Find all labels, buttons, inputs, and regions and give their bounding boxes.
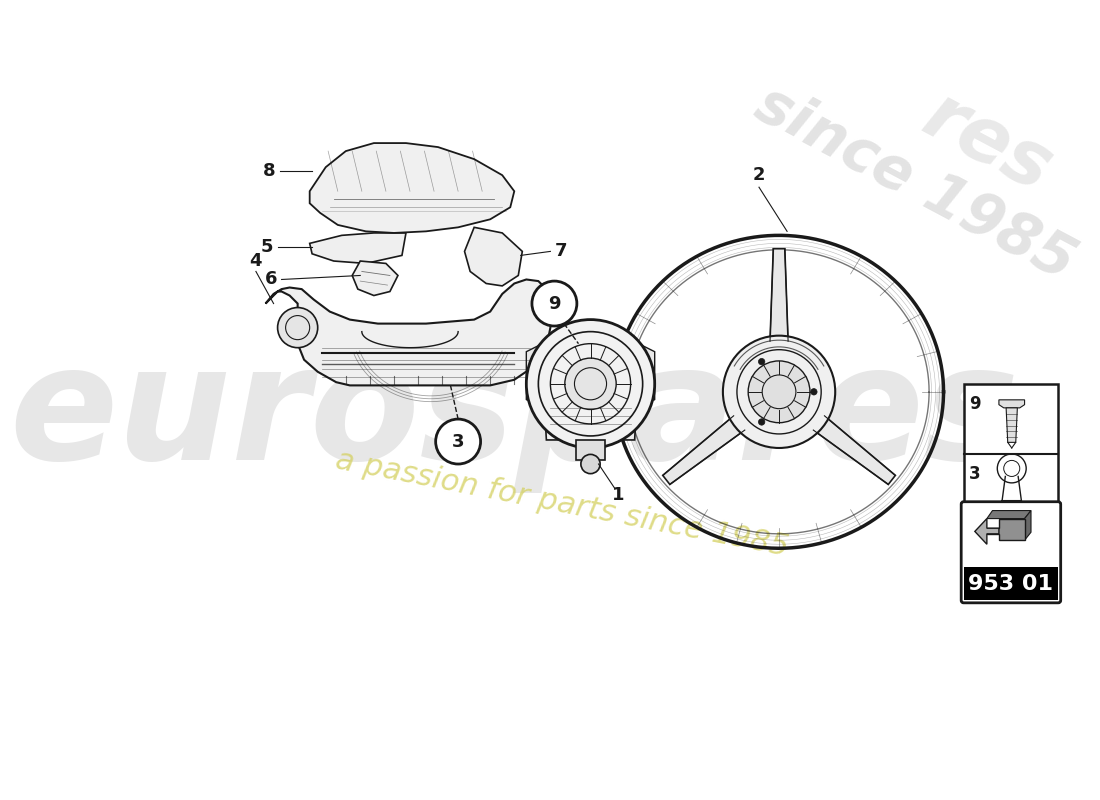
Circle shape bbox=[277, 307, 318, 348]
Text: res: res bbox=[911, 78, 1065, 207]
Circle shape bbox=[811, 389, 817, 395]
Circle shape bbox=[758, 418, 764, 425]
Polygon shape bbox=[987, 510, 1031, 518]
Polygon shape bbox=[663, 416, 745, 485]
Bar bbox=[964, 566, 1058, 601]
Text: 5: 5 bbox=[261, 238, 274, 256]
Polygon shape bbox=[542, 368, 639, 440]
Text: 2: 2 bbox=[752, 166, 766, 184]
Circle shape bbox=[436, 419, 481, 464]
Circle shape bbox=[532, 281, 576, 326]
Circle shape bbox=[581, 454, 601, 474]
Circle shape bbox=[758, 358, 764, 365]
Polygon shape bbox=[987, 518, 1024, 540]
Polygon shape bbox=[999, 400, 1024, 408]
Polygon shape bbox=[310, 233, 406, 263]
Text: a passion for parts since 1985: a passion for parts since 1985 bbox=[333, 446, 792, 562]
Text: eurospares: eurospares bbox=[9, 338, 1020, 494]
Text: 3: 3 bbox=[452, 433, 464, 450]
Text: 9: 9 bbox=[969, 395, 980, 413]
Text: 4: 4 bbox=[250, 252, 262, 270]
Polygon shape bbox=[576, 440, 605, 460]
Polygon shape bbox=[352, 261, 398, 295]
Circle shape bbox=[748, 361, 810, 422]
Text: 7: 7 bbox=[554, 242, 568, 260]
Polygon shape bbox=[975, 518, 999, 544]
Text: 953 01: 953 01 bbox=[968, 574, 1054, 594]
Polygon shape bbox=[770, 249, 788, 342]
Text: 3: 3 bbox=[969, 465, 980, 483]
Polygon shape bbox=[1024, 510, 1031, 540]
Polygon shape bbox=[639, 344, 654, 400]
Polygon shape bbox=[813, 416, 895, 485]
Polygon shape bbox=[1006, 408, 1018, 442]
Text: 1: 1 bbox=[613, 486, 625, 503]
Text: 8: 8 bbox=[263, 162, 276, 180]
Polygon shape bbox=[464, 227, 522, 286]
Text: since 1985: since 1985 bbox=[746, 75, 1085, 291]
Text: 9: 9 bbox=[548, 294, 561, 313]
Polygon shape bbox=[265, 279, 550, 386]
Circle shape bbox=[723, 336, 835, 448]
Circle shape bbox=[526, 319, 654, 448]
Polygon shape bbox=[526, 344, 542, 400]
Text: 6: 6 bbox=[265, 270, 277, 289]
Polygon shape bbox=[310, 143, 515, 233]
FancyBboxPatch shape bbox=[961, 502, 1060, 603]
Bar bbox=[964, 384, 1058, 524]
Circle shape bbox=[564, 358, 616, 410]
